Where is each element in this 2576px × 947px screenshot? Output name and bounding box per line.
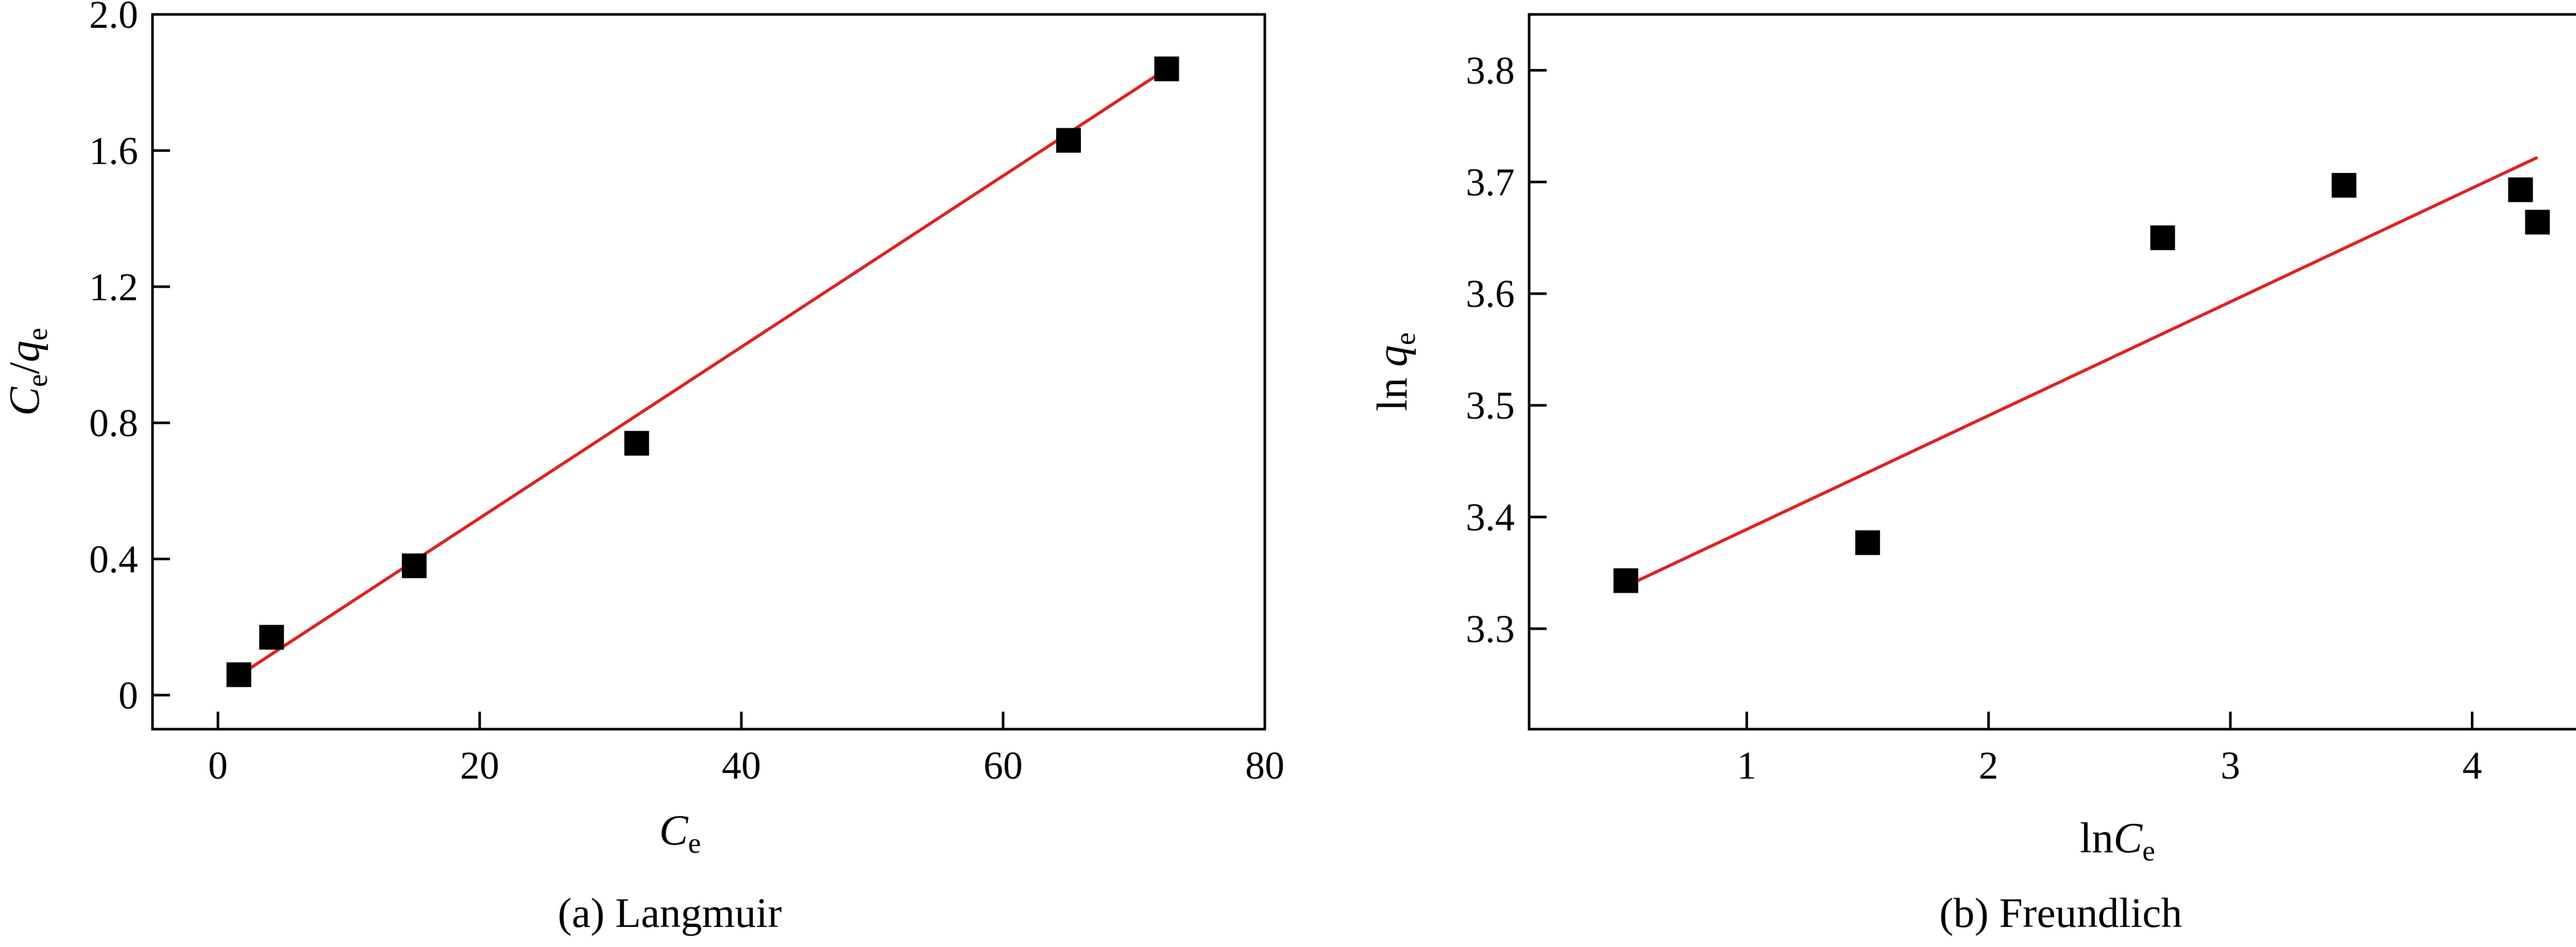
- data-point: [2508, 177, 2533, 202]
- fit-line: [236, 67, 1168, 678]
- y-axis-label: ln qe: [1368, 332, 1421, 411]
- x-tick-label: 3: [2221, 744, 2240, 787]
- data-point: [1613, 568, 1638, 593]
- y-tick-label: 0: [118, 674, 138, 717]
- data-point: [226, 662, 251, 687]
- y-axis-label: Ce/qe: [1, 328, 54, 416]
- x-tick-label: 80: [1245, 744, 1284, 787]
- data-point: [1154, 56, 1179, 81]
- x-tick-label: 2: [1979, 744, 1998, 787]
- fit-line: [1625, 156, 2538, 588]
- plot-frame: [1528, 13, 2576, 731]
- x-tick-label: 1: [1737, 744, 1756, 787]
- axis-ticks: [152, 13, 1266, 729]
- x-axis-label: lnCe: [2080, 814, 2155, 867]
- y-tick-label: 3.7: [1466, 161, 1515, 204]
- panel-langmuir: 0 20 40 60 80 0 0.4 0.8 1.2 1.6 2.0 Ce Ce/qe (a) L…: [1, 0, 1284, 936]
- plot-frame: [151, 13, 1266, 731]
- axis-ticks: [1529, 68, 2473, 729]
- panel-caption: (b) Freundlich: [1939, 889, 2182, 936]
- data-point: [2150, 225, 2175, 250]
- data-point: [2525, 210, 2550, 235]
- y-tick-label: 0.4: [89, 538, 138, 581]
- x-tick-label: 0: [208, 744, 228, 787]
- x-tick-label: 40: [722, 744, 761, 787]
- x-tick-label: 20: [460, 744, 499, 787]
- panel-caption: (a) Langmuir: [558, 889, 782, 936]
- panel-freundlich: 1 2 3 4 3.3 3.4 3.5 3.6 3.7 3.8 lnCe ln qe (b) Fr…: [1368, 13, 2576, 936]
- data-point: [402, 553, 427, 578]
- y-tick-label: 2.0: [89, 0, 138, 37]
- data-points: [1613, 173, 2550, 593]
- y-tick-label: 3.3: [1466, 608, 1515, 651]
- y-tick-label: 3.4: [1466, 496, 1515, 539]
- x-tick-label: 60: [984, 744, 1023, 787]
- x-tick-label: 4: [2462, 744, 2482, 787]
- data-point: [259, 625, 284, 650]
- data-point: [2331, 173, 2357, 198]
- data-point: [1855, 530, 1880, 555]
- y-tick-label: 1.2: [89, 266, 138, 309]
- y-tick-label: 0.8: [89, 402, 138, 445]
- y-tick-label: 3.5: [1466, 384, 1515, 427]
- tick-labels: 1 2 3 4 3.3 3.4 3.5 3.6 3.7 3.8: [1466, 49, 2482, 787]
- y-tick-label: 1.6: [89, 129, 138, 173]
- y-tick-label: 3.8: [1466, 49, 1515, 92]
- tick-labels: 0 20 40 60 80 0 0.4 0.8 1.2 1.6 2.0: [89, 0, 1284, 787]
- data-points: [226, 56, 1179, 687]
- x-axis-label: Ce: [659, 806, 701, 859]
- data-point: [624, 431, 649, 456]
- data-point: [1056, 128, 1081, 153]
- y-tick-label: 3.6: [1466, 272, 1515, 316]
